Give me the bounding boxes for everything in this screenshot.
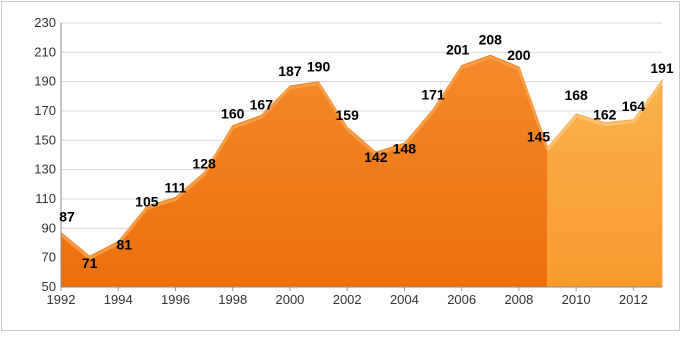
y-tick-label: 70 bbox=[42, 250, 56, 265]
data-label: 162 bbox=[593, 107, 617, 123]
x-tick-label: 2004 bbox=[390, 292, 419, 307]
x-tick-label: 2008 bbox=[504, 292, 533, 307]
y-tick-label: 50 bbox=[42, 279, 56, 294]
x-tick-label: 1998 bbox=[218, 292, 247, 307]
x-tick-label: 2000 bbox=[275, 292, 304, 307]
data-label: 105 bbox=[135, 193, 159, 209]
data-label: 128 bbox=[192, 156, 216, 172]
data-label: 168 bbox=[564, 87, 588, 103]
data-label: 200 bbox=[507, 47, 531, 63]
y-tick-label: 210 bbox=[34, 44, 56, 59]
y-tick-label: 130 bbox=[34, 162, 56, 177]
x-tick-label: 2006 bbox=[447, 292, 476, 307]
x-tick-label: 2002 bbox=[333, 292, 362, 307]
data-label: 191 bbox=[650, 60, 674, 76]
data-label: 190 bbox=[307, 59, 331, 75]
data-label: 111 bbox=[165, 180, 187, 196]
data-label: 159 bbox=[336, 107, 360, 123]
data-label: 187 bbox=[278, 63, 302, 79]
y-tick-label: 150 bbox=[34, 132, 56, 147]
data-label: 148 bbox=[393, 140, 417, 156]
x-tick-label: 2010 bbox=[562, 292, 591, 307]
data-label: 208 bbox=[479, 31, 503, 47]
data-label: 81 bbox=[116, 237, 132, 253]
y-tick-label: 110 bbox=[35, 191, 56, 206]
area-series bbox=[60, 54, 664, 288]
x-tick-label: 1992 bbox=[47, 292, 76, 307]
area-top-edge bbox=[60, 55, 549, 260]
area-top-edge bbox=[546, 81, 664, 151]
data-label: 142 bbox=[364, 149, 388, 165]
data-labels: 87 71 81 105 111 128 160 167 187 190 159 142 148 171 2… bbox=[59, 31, 674, 271]
area-segment bbox=[60, 54, 549, 288]
data-label: 71 bbox=[82, 255, 98, 271]
y-tick-label: 190 bbox=[34, 74, 56, 89]
x-tick-label: 2012 bbox=[619, 292, 648, 307]
data-label: 171 bbox=[421, 87, 445, 103]
chart-frame: 50 70 90 110 130 150 170 190 210 230 1992 1994 1996 1… bbox=[1, 1, 680, 331]
x-tick-label: 1994 bbox=[104, 292, 133, 307]
data-label: 160 bbox=[221, 106, 245, 122]
area-chart: 50 70 90 110 130 150 170 190 210 230 1992 1994 1996 1… bbox=[34, 15, 674, 307]
x-tick-label: 1996 bbox=[161, 292, 190, 307]
axes: 50 70 90 110 130 150 170 190 210 230 1992 1994 1996 1… bbox=[34, 15, 662, 307]
y-tick-label: 230 bbox=[34, 15, 56, 30]
data-label: 145 bbox=[527, 129, 551, 145]
y-tick-label: 170 bbox=[34, 103, 56, 118]
y-tick-label: 90 bbox=[42, 220, 56, 235]
data-label: 87 bbox=[59, 209, 75, 225]
data-label: 164 bbox=[622, 98, 646, 114]
data-label: 201 bbox=[446, 42, 470, 58]
data-label: 167 bbox=[250, 96, 274, 112]
